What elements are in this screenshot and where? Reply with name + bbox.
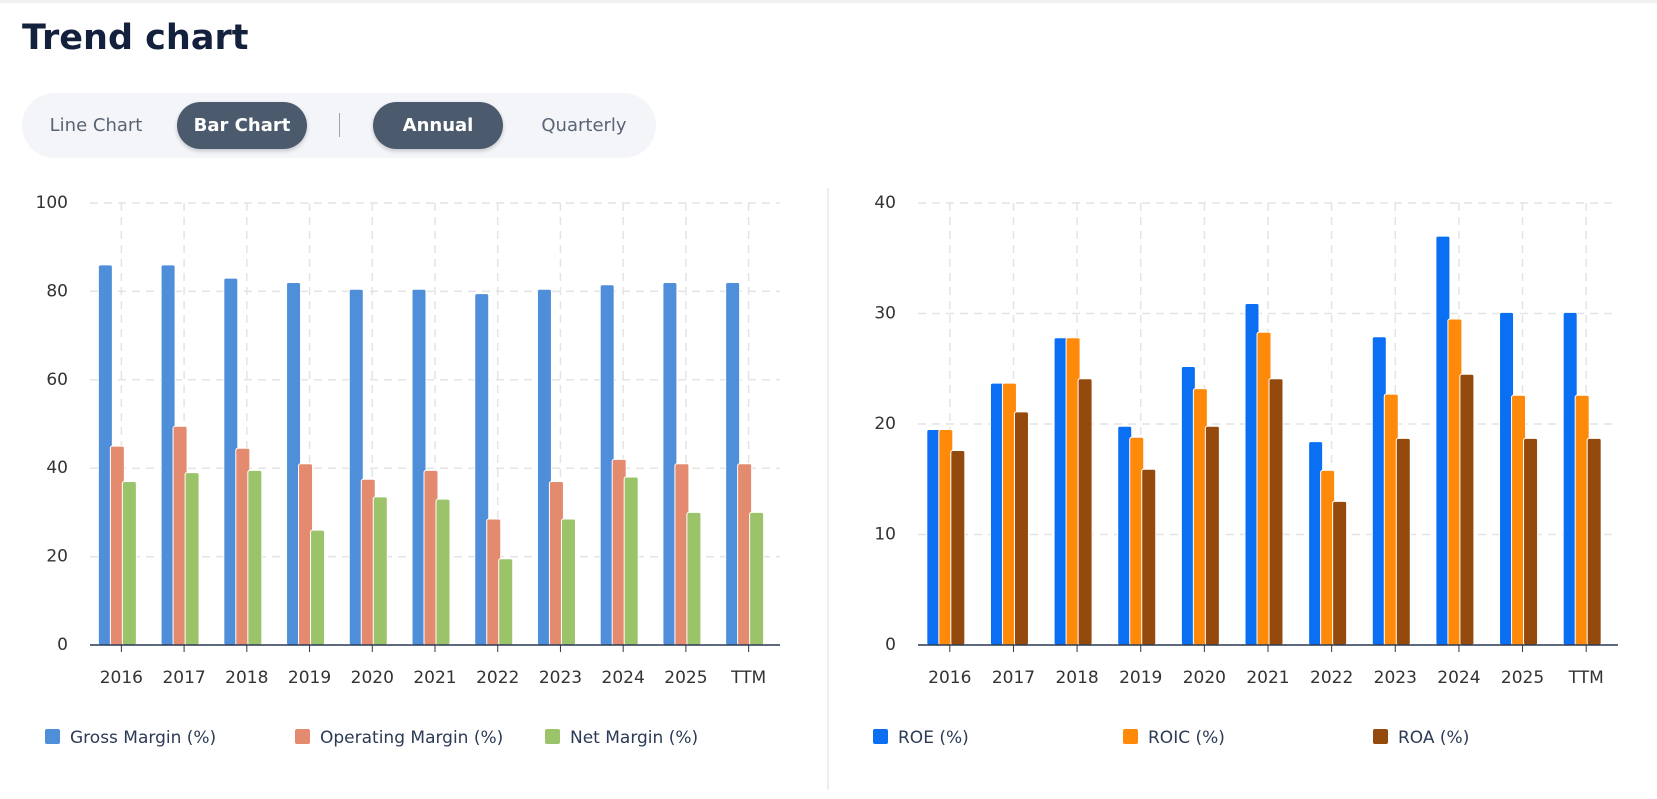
toggle-bar: Line Chart Bar Chart Annual Quarterly xyxy=(22,93,656,158)
y-tick-label: 10 xyxy=(874,525,896,545)
y-tick-label: 20 xyxy=(874,414,896,434)
legend: Net Margin (%) xyxy=(570,728,698,748)
bar xyxy=(950,450,966,646)
x-tick-label: 2017 xyxy=(162,668,205,688)
legend-swatch xyxy=(1123,729,1138,744)
x-tick-label: 2021 xyxy=(413,668,456,688)
toggle-separator xyxy=(339,113,340,137)
bar xyxy=(749,511,765,646)
bar xyxy=(623,476,639,646)
y-tick-label: 0 xyxy=(57,635,68,655)
y-tick-label: 60 xyxy=(46,370,68,390)
bar xyxy=(1268,378,1284,646)
bar xyxy=(1332,500,1348,646)
bar xyxy=(435,498,451,646)
x-tick-label: 2020 xyxy=(351,668,394,688)
bar xyxy=(121,480,137,646)
x-tick-label: 2025 xyxy=(1501,668,1544,688)
x-tick-label: 2024 xyxy=(1437,668,1480,688)
bar xyxy=(1523,437,1539,646)
x-tick-label: 2019 xyxy=(1119,668,1162,688)
y-tick-label: 30 xyxy=(874,304,896,324)
legend: Gross Margin (%) xyxy=(70,728,216,748)
bar xyxy=(247,469,263,646)
bar xyxy=(1586,437,1602,646)
x-tick-label: 2018 xyxy=(1055,668,1098,688)
legend-swatch xyxy=(873,729,888,744)
bar xyxy=(1395,437,1411,646)
y-tick-label: 20 xyxy=(46,547,68,567)
bar xyxy=(686,511,702,646)
x-tick-label: 2022 xyxy=(1310,668,1353,688)
legend-swatch xyxy=(1373,729,1388,744)
x-tick-label: TTM xyxy=(730,668,766,688)
bar xyxy=(1141,468,1157,646)
bar xyxy=(1013,411,1029,646)
bar xyxy=(310,529,326,646)
bar-chart-button[interactable]: Bar Chart xyxy=(177,102,307,149)
x-tick-label: TTM xyxy=(1568,668,1604,688)
bar xyxy=(1204,425,1220,646)
y-tick-label: 100 xyxy=(36,193,68,213)
x-tick-label: 2024 xyxy=(602,668,645,688)
bar xyxy=(1077,378,1093,646)
legend: ROA (%) xyxy=(1398,728,1469,748)
legend: ROIC (%) xyxy=(1148,728,1225,748)
bar xyxy=(372,496,388,646)
x-tick-label: 2025 xyxy=(664,668,707,688)
x-tick-label: 2016 xyxy=(928,668,971,688)
legend: ROE (%) xyxy=(898,728,969,748)
legend-swatch xyxy=(45,729,60,744)
legend: Operating Margin (%) xyxy=(320,728,503,748)
x-tick-label: 2020 xyxy=(1183,668,1226,688)
y-tick-label: 40 xyxy=(46,458,68,478)
quarterly-button[interactable]: Quarterly xyxy=(541,115,627,136)
x-tick-label: 2022 xyxy=(476,668,519,688)
legend-swatch xyxy=(545,729,560,744)
line-chart-button[interactable]: Line Chart xyxy=(49,115,143,136)
y-tick-label: 80 xyxy=(46,281,68,301)
x-tick-label: 2018 xyxy=(225,668,268,688)
bar xyxy=(560,518,576,646)
x-tick-label: 2016 xyxy=(100,668,143,688)
top-border xyxy=(0,0,1657,3)
bar xyxy=(498,558,514,646)
x-tick-label: 2017 xyxy=(992,668,1035,688)
x-tick-label: 2023 xyxy=(1374,668,1417,688)
bar xyxy=(1459,373,1475,646)
x-tick-label: 2023 xyxy=(539,668,582,688)
x-tick-label: 2021 xyxy=(1246,668,1289,688)
x-tick-label: 2019 xyxy=(288,668,331,688)
legend-swatch xyxy=(295,729,310,744)
y-tick-label: 0 xyxy=(885,635,896,655)
annual-button[interactable]: Annual xyxy=(373,102,503,149)
page-title: Trend chart xyxy=(22,18,249,58)
y-tick-label: 40 xyxy=(874,193,896,213)
bar xyxy=(184,472,200,646)
